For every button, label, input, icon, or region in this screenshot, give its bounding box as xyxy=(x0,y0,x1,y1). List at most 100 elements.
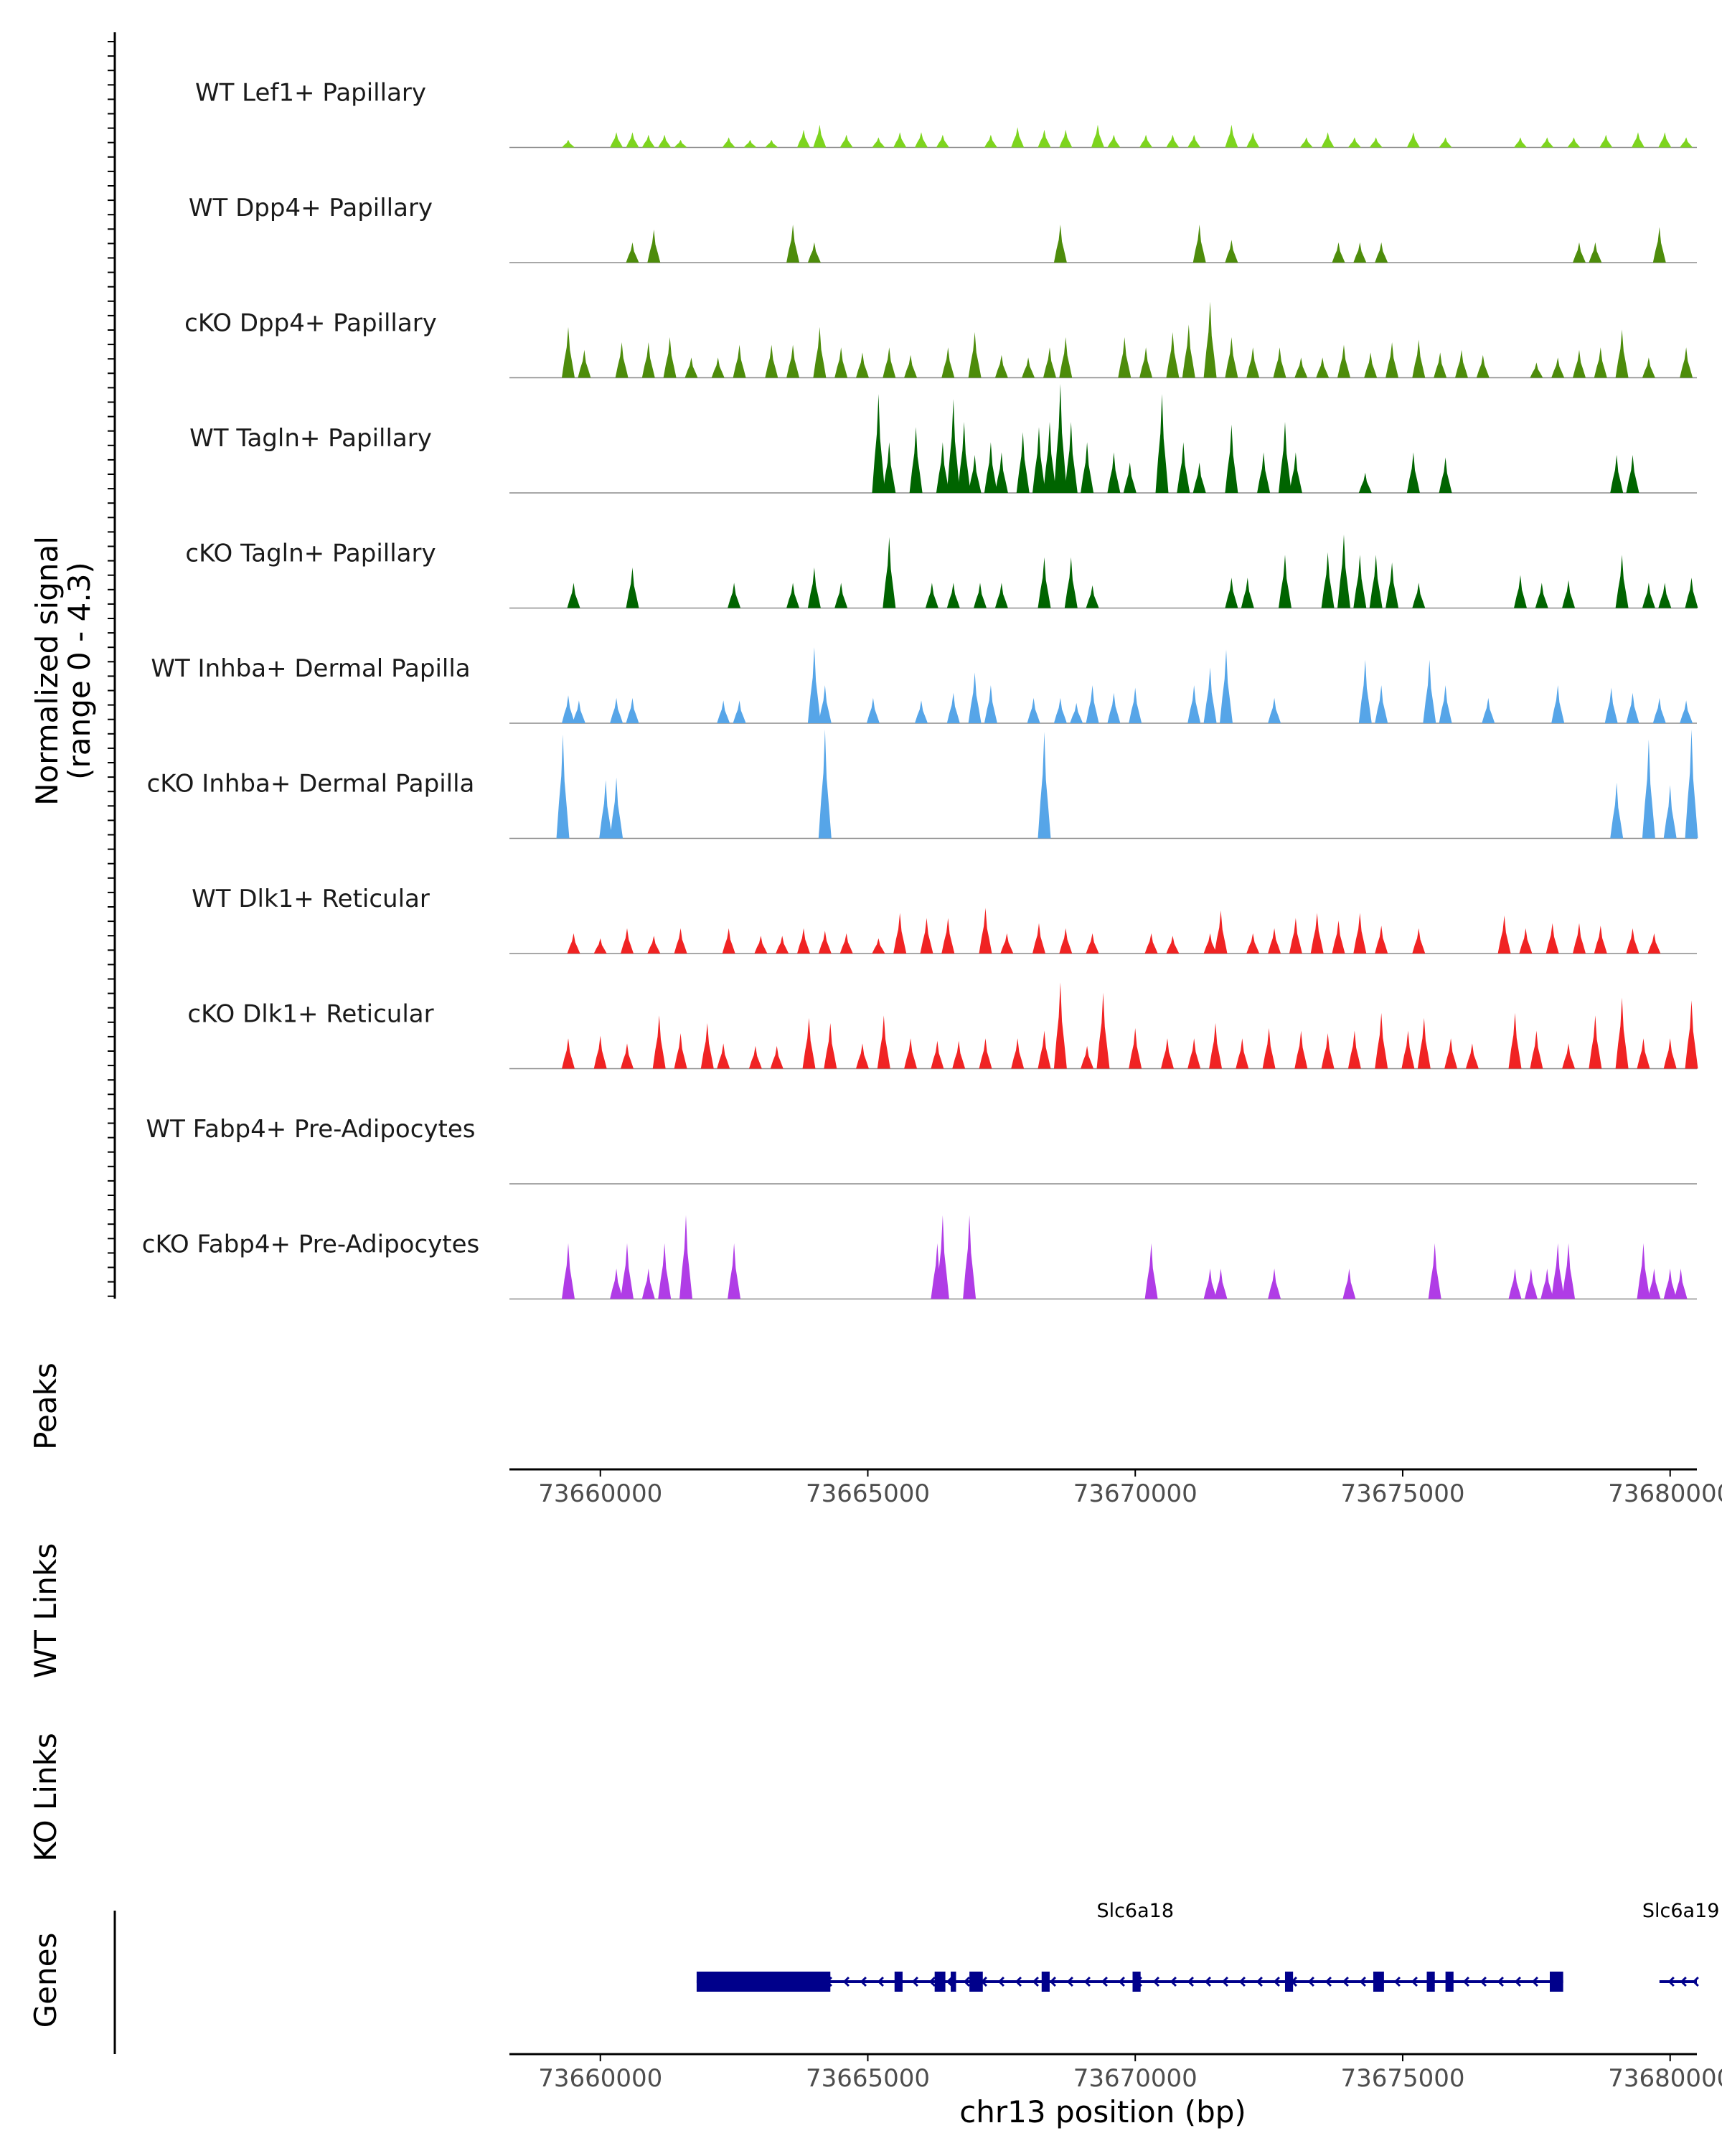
signal-peak xyxy=(1118,336,1131,378)
signal-peak xyxy=(610,132,624,148)
signal-peak xyxy=(1594,347,1607,378)
signal-peak xyxy=(1642,357,1655,378)
signal-peak xyxy=(1225,124,1238,148)
signal-peak xyxy=(936,134,949,148)
signal-peak xyxy=(562,1243,575,1299)
signal-peak xyxy=(1375,1012,1388,1069)
signal-peak xyxy=(1081,442,1094,493)
x-tick-label: 73660000 xyxy=(538,1479,662,1508)
track-label: cKO Dlk1+ Reticular xyxy=(187,1000,433,1029)
strand-arrow xyxy=(1204,1976,1211,1987)
signal-peak xyxy=(839,933,853,954)
strand-arrow xyxy=(997,1976,1004,1987)
signal-peak xyxy=(1268,697,1281,723)
signal-peak xyxy=(562,139,575,148)
signal-peak xyxy=(1615,997,1629,1069)
signal-peak xyxy=(1273,347,1286,378)
signal-peak xyxy=(621,928,634,954)
signal-peak xyxy=(1289,452,1302,493)
signal-peak xyxy=(1439,137,1452,148)
strand-arrow xyxy=(1015,1976,1022,1987)
signal-peak xyxy=(1166,331,1180,378)
signal-peak xyxy=(1589,242,1602,263)
track-label: cKO Tagln+ Papillary xyxy=(185,540,436,568)
signal-peak xyxy=(1022,357,1035,378)
signal-peak xyxy=(733,344,746,378)
signal-peak xyxy=(1038,129,1051,148)
signal-peak xyxy=(909,427,923,493)
signal-peak xyxy=(1123,462,1137,493)
strand-arrow xyxy=(1667,1976,1675,1987)
signal-peak xyxy=(872,938,885,954)
signal-peak xyxy=(765,344,778,378)
signal-peak xyxy=(1428,1243,1441,1299)
signal-peak xyxy=(994,354,1008,378)
signal-peak xyxy=(1107,134,1121,148)
strand-arrow xyxy=(1238,1976,1246,1987)
signal-peak xyxy=(893,913,907,954)
signal-peak xyxy=(1279,555,1292,608)
signal-peak xyxy=(968,455,982,493)
signal-peak xyxy=(1637,1038,1650,1069)
signal-peak xyxy=(684,357,698,378)
signal-peak xyxy=(856,352,869,378)
signal-peak xyxy=(1647,933,1661,954)
signal-peak xyxy=(984,134,997,148)
track-0: WT Lef1+ Papillary xyxy=(195,79,1697,149)
signal-peak xyxy=(1604,687,1618,723)
signal-peak xyxy=(1187,1038,1201,1069)
signal-peak xyxy=(1685,1000,1698,1069)
track-label: cKO Dpp4+ Papillary xyxy=(184,309,437,338)
signal-peak xyxy=(1455,349,1468,378)
signal-peak xyxy=(1246,132,1260,148)
strand-arrow xyxy=(1083,1976,1091,1987)
gene-exon xyxy=(1549,1972,1563,1992)
strand-arrow xyxy=(1462,1976,1469,1987)
signal-peak xyxy=(936,1215,949,1299)
track-4: cKO Tagln+ Papillary xyxy=(185,535,1698,609)
signal-peak xyxy=(1246,933,1260,954)
strand-arrow xyxy=(911,1976,918,1987)
signal-peak xyxy=(1070,702,1083,723)
signal-peak xyxy=(626,697,639,723)
signal-peak xyxy=(931,1040,944,1069)
signal-peak xyxy=(1268,1268,1281,1299)
strand-arrow xyxy=(1359,1976,1366,1987)
signal-peak xyxy=(1465,1043,1479,1069)
signal-peak xyxy=(1353,913,1367,954)
signal-peak xyxy=(1647,1268,1661,1299)
signal-peak xyxy=(1358,659,1372,723)
strand-arrow xyxy=(1101,1976,1108,1987)
x-axis-lower-ticks: 73660000 73665000 73670000 73675000 73680000 xyxy=(538,2054,1722,2093)
signal-peak xyxy=(641,342,655,378)
track-6: cKO Inhba+ Dermal Papilla xyxy=(147,729,1698,839)
signal-peak xyxy=(1091,124,1104,148)
signal-peak xyxy=(1434,352,1447,378)
signal-peak xyxy=(834,347,848,378)
signal-peak xyxy=(562,695,575,723)
signal-peak xyxy=(1674,1268,1688,1299)
signal-peak xyxy=(610,777,624,839)
signal-peak xyxy=(1038,557,1051,608)
strand-arrow xyxy=(1187,1976,1194,1987)
track-1: WT Dpp4+ Papillary xyxy=(189,194,1697,263)
signal-peak xyxy=(1321,132,1335,148)
signal-peak xyxy=(1401,1030,1415,1069)
signal-peak xyxy=(1562,1043,1576,1069)
signal-peak xyxy=(1144,1243,1158,1299)
signal-peak xyxy=(941,918,955,954)
signal-peak xyxy=(1059,129,1073,148)
signal-peak xyxy=(1187,134,1201,148)
strand-arrow xyxy=(963,1976,970,1987)
signal-peak xyxy=(1032,427,1045,493)
signal-peak xyxy=(1032,923,1045,954)
track-9: WT Fabp4+ Pre-Adipocytes xyxy=(146,1115,1697,1185)
signal-peak xyxy=(1053,982,1067,1069)
track-7: WT Dlk1+ Reticular xyxy=(192,885,1697,954)
gene-models: Slc6a18 Slc6a19 xyxy=(696,1900,1719,1992)
signal-peak xyxy=(663,336,677,378)
signal-peak xyxy=(807,647,821,723)
signal-peak xyxy=(722,137,735,148)
strand-arrow xyxy=(877,1976,884,1987)
signal-peak xyxy=(1203,301,1217,378)
